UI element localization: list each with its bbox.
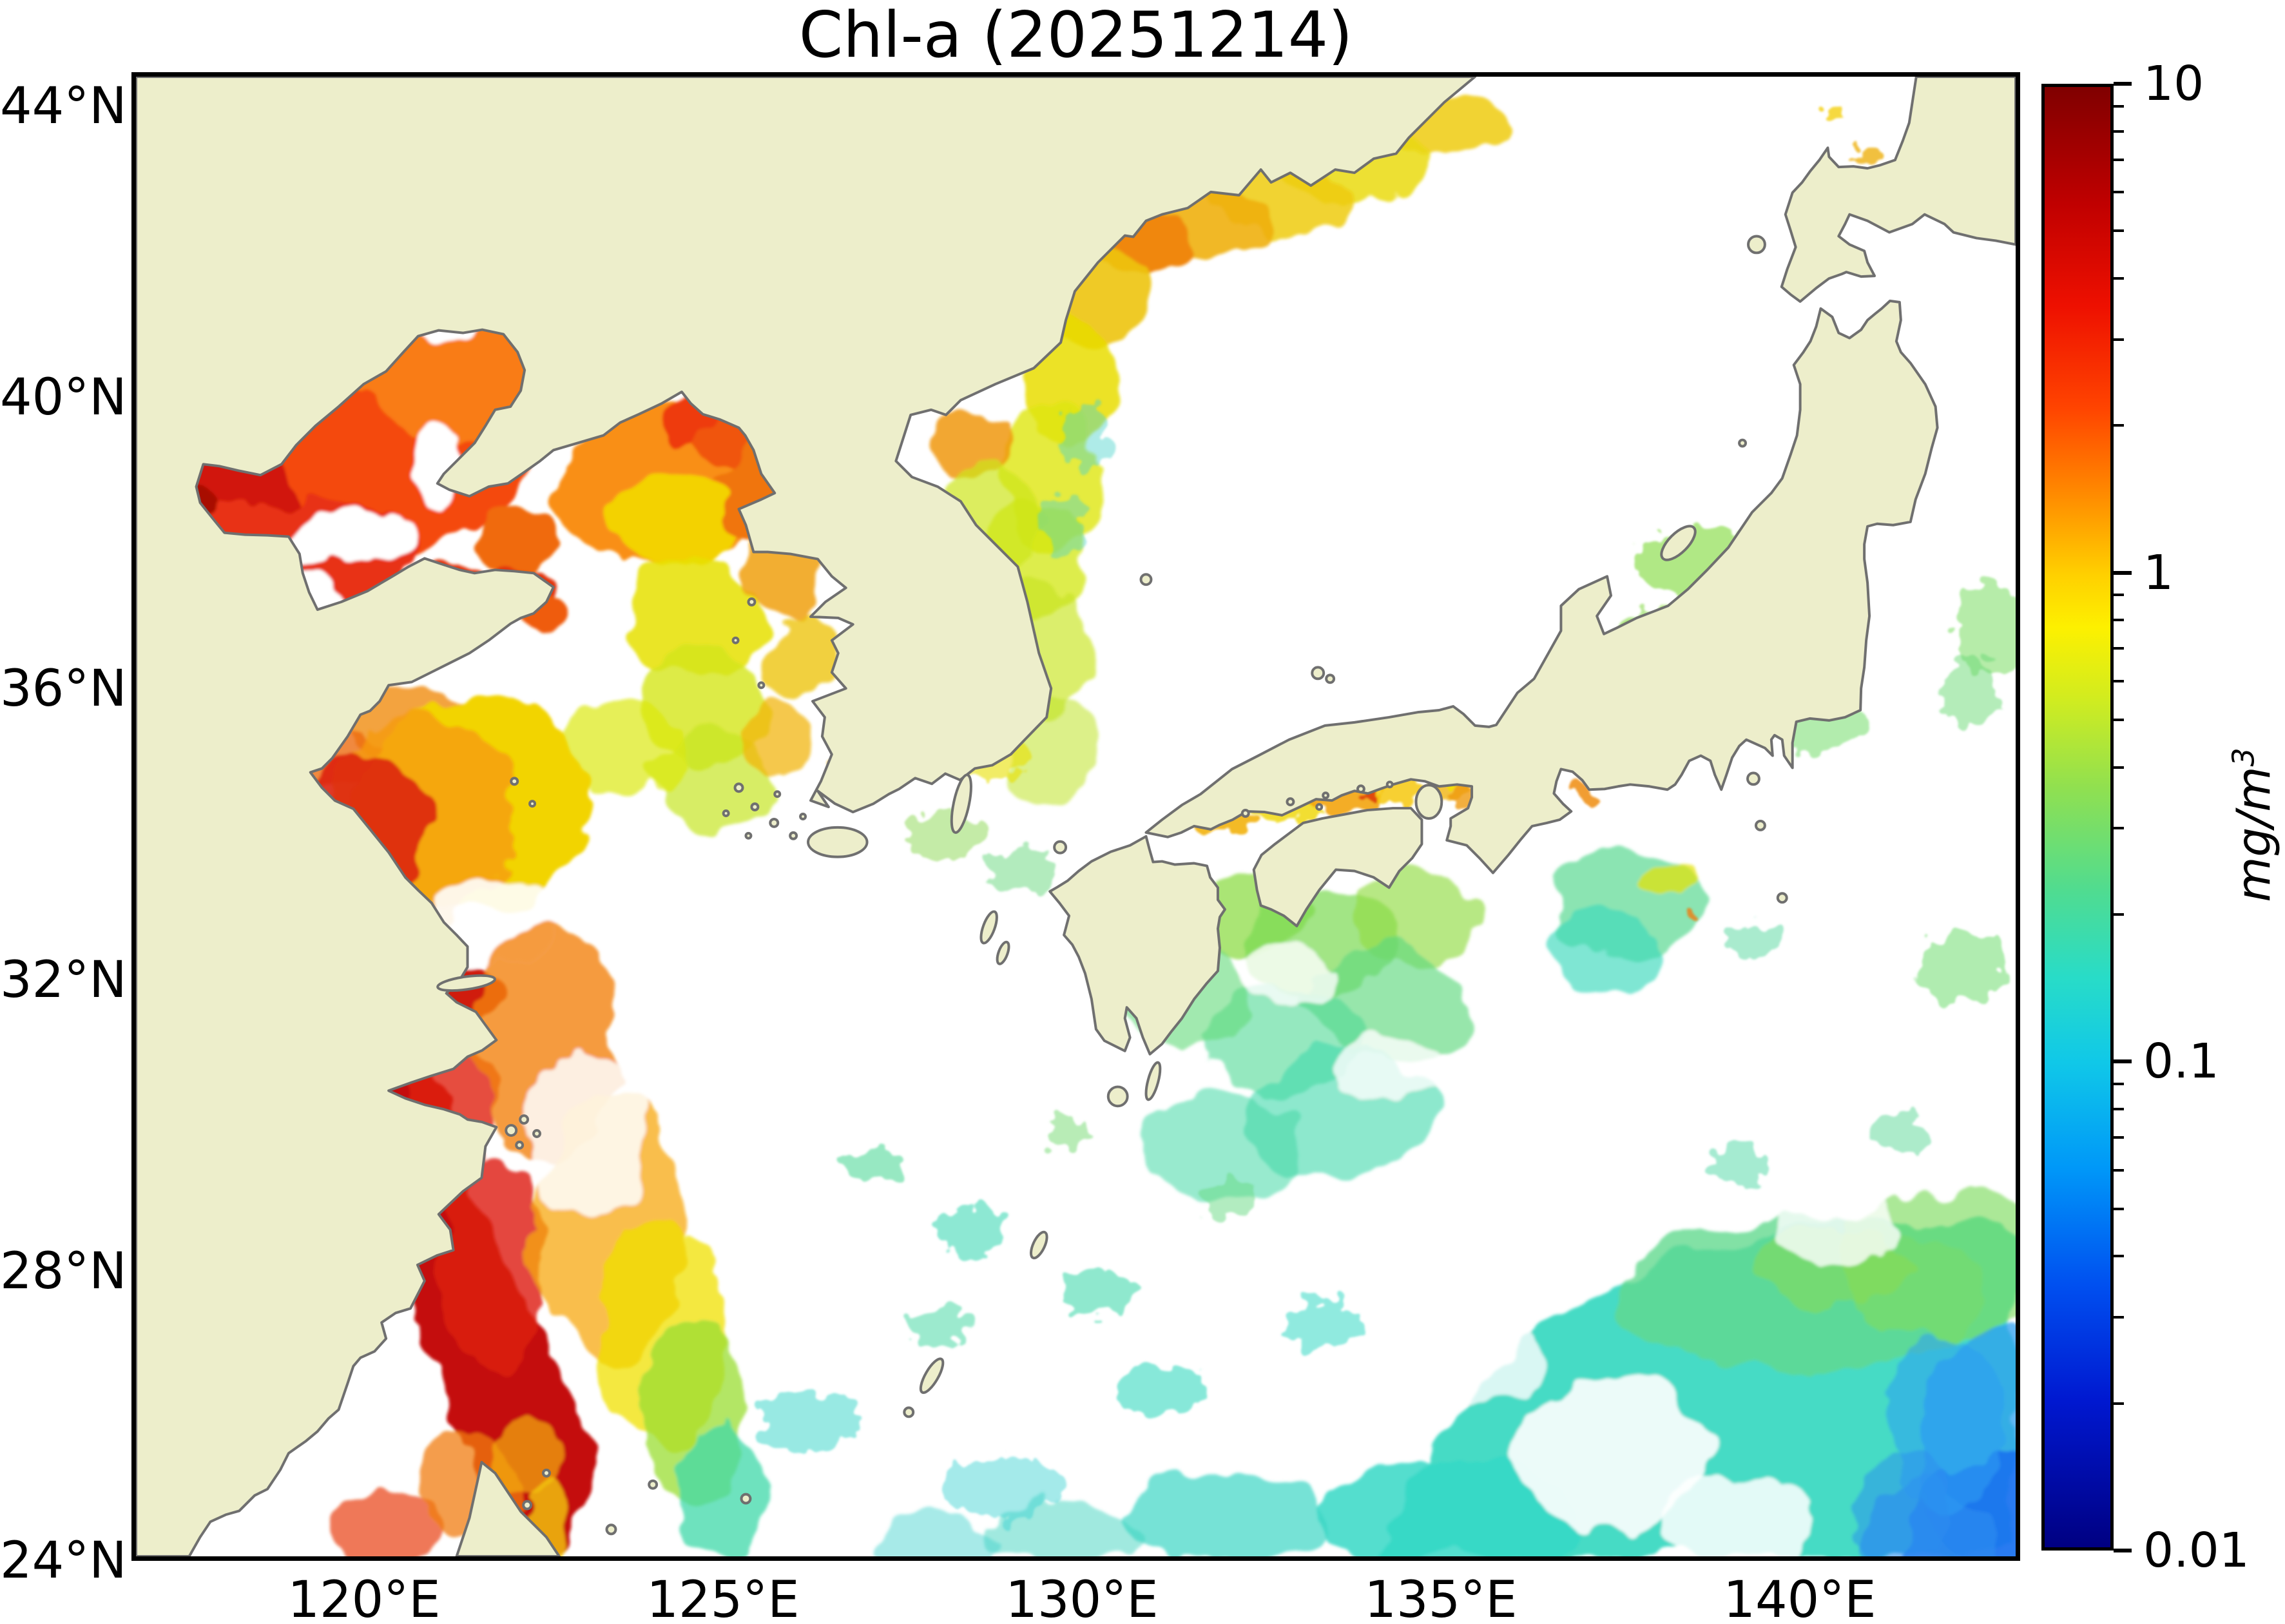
colorbar-minor-tick [2114, 619, 2124, 622]
island-goto [979, 910, 998, 945]
colorbar-minor-tick [2114, 1136, 2124, 1139]
landmass-china-korea-russia [136, 77, 1477, 1556]
colorbar-minor-tick [2114, 1316, 2124, 1319]
y-tick-label: 28°N [0, 1242, 127, 1300]
island-ulleung [1139, 573, 1153, 586]
colorbar-minor-tick [2114, 719, 2124, 722]
y-tick-label: 44°N [0, 77, 127, 135]
island-jeju [807, 826, 869, 858]
colorbar-tick-label: 0.1 [2143, 1034, 2219, 1090]
island-iki [1053, 840, 1068, 855]
colorbar-minor-tick [2114, 424, 2124, 427]
colorbar-minor-tick [2114, 1255, 2124, 1258]
y-tick-label: 32°N [0, 951, 127, 1009]
island-okinawa [919, 1357, 945, 1394]
colorbar [2041, 84, 2114, 1551]
colorbar-tick-label: 0.01 [2143, 1523, 2250, 1578]
island-tsushima [950, 773, 972, 834]
colorbar-minor-tick [2114, 1168, 2124, 1172]
x-tick-label: 120°E [287, 1571, 441, 1624]
colorbar-minor-tick [2114, 913, 2124, 916]
landmasses [136, 77, 2016, 1556]
unit-exponent: 3 [2226, 748, 2261, 767]
colorbar-minor-tick [2114, 229, 2124, 233]
island-izu-oshima [1746, 771, 1760, 786]
chl-bohai-strait [476, 502, 566, 574]
landmass-taiwan [455, 1460, 561, 1556]
island-sado [1660, 525, 1697, 561]
landmass-hokkaido [1780, 77, 2016, 303]
island-awaji [1414, 784, 1443, 820]
colorbar-tick-label: 1 [2143, 545, 2174, 601]
colorbar-gradient [2045, 87, 2110, 1547]
landmass-honshu [1144, 299, 1939, 875]
colorbar-minor-tick [2114, 766, 2124, 769]
landmass-shikoku [1252, 807, 1423, 927]
colorbar-major-tick [2114, 1059, 2132, 1064]
colorbar-unit-label: mg/m3 [2226, 748, 2281, 902]
x-tick-label: 125°E [646, 1571, 800, 1624]
unit-base: mg/m [2226, 766, 2281, 902]
colorbar-minor-tick [2114, 647, 2124, 650]
colorbar-minor-tick [2114, 594, 2124, 597]
colorbar-minor-tick [2114, 191, 2124, 194]
colorbar-minor-tick [2114, 130, 2124, 133]
colorbar-minor-tick [2114, 158, 2124, 161]
colorbar-minor-tick [2114, 679, 2124, 682]
plot-title: Chl-a (20251214) [798, 0, 1353, 72]
colorbar-major-tick [2114, 570, 2132, 575]
colorbar-minor-tick [2114, 1207, 2124, 1210]
colorbar-minor-tick [2114, 104, 2124, 108]
colorbar-minor-tick [2114, 1107, 2124, 1110]
island-oki [1311, 666, 1326, 681]
landmass-kyushu [1048, 835, 1226, 1056]
colorbar-tick-label: 10 [2143, 56, 2204, 111]
x-tick-label: 140°E [1723, 1571, 1876, 1624]
map-canvas [136, 77, 2016, 1556]
colorbar-minor-tick [2114, 338, 2124, 341]
x-tick-label: 130°E [1005, 1571, 1159, 1624]
y-tick-label: 40°N [0, 369, 127, 427]
colorbar-minor-tick [2114, 276, 2124, 280]
colorbar-minor-tick [2114, 1083, 2124, 1086]
island-amami [1029, 1230, 1048, 1260]
y-tick-label: 24°N [0, 1532, 127, 1590]
colorbar-minor-tick [2114, 1402, 2124, 1405]
island-tanegashima [1144, 1061, 1162, 1101]
colorbar-major-tick [2114, 1549, 2132, 1552]
island-okushiri [1747, 235, 1766, 255]
map-plot [131, 72, 2020, 1561]
x-tick-label: 135°E [1364, 1571, 1518, 1624]
colorbar-minor-tick [2114, 827, 2124, 830]
colorbar-major-tick [2114, 82, 2132, 86]
island-yakushima [1106, 1085, 1129, 1108]
y-tick-label: 36°N [0, 660, 127, 718]
island-chongming [436, 974, 496, 992]
